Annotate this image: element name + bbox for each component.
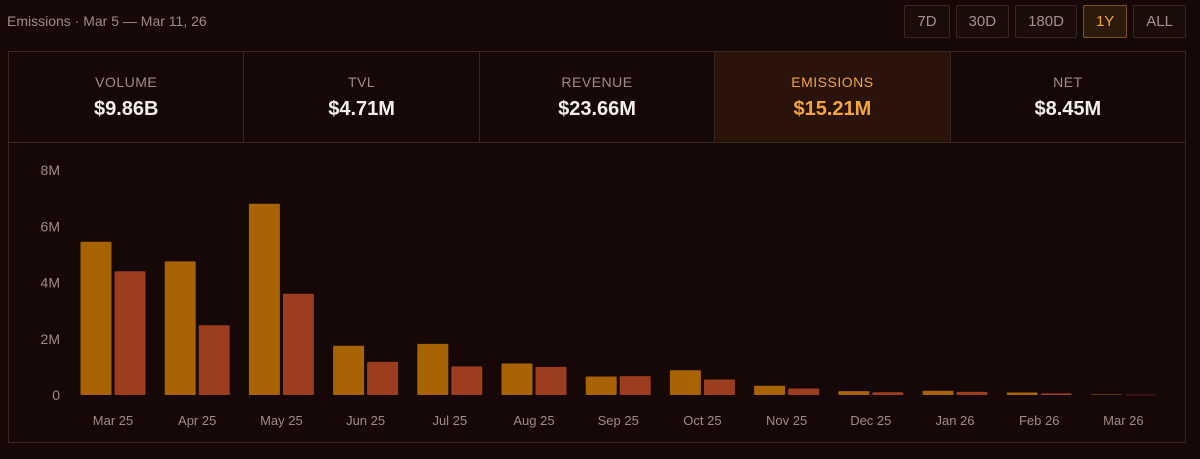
x-tick-label: Feb 26 [1019, 413, 1059, 428]
bar-series-2[interactable] [282, 293, 314, 395]
stat-label: TVL [348, 73, 376, 90]
y-tick-label: 6M [41, 218, 60, 234]
stat-revenue[interactable]: REVENUE $23.66M [480, 52, 716, 142]
stats-row: VOLUME $9.86B TVL $4.71M REVENUE $23.66M… [9, 52, 1185, 143]
bar-series-2[interactable] [451, 366, 483, 395]
stat-value: $9.86B [93, 97, 159, 120]
range-all-button[interactable]: ALL [1133, 5, 1186, 38]
stat-label: REVENUE [561, 73, 633, 90]
bar-series-1[interactable] [838, 391, 870, 395]
x-tick-label: Jun 25 [346, 413, 385, 428]
metrics-panel: VOLUME $9.86B TVL $4.71M REVENUE $23.66M… [8, 51, 1186, 443]
y-tick-label: 8M [41, 162, 60, 178]
y-tick-label: 2M [41, 331, 60, 347]
x-tick-label: Jan 26 [935, 413, 974, 428]
x-tick-label: Mar 25 [93, 413, 133, 428]
bar-series-2[interactable] [1040, 393, 1072, 395]
stat-tvl[interactable]: TVL $4.71M [244, 52, 480, 142]
stat-value: $23.66M [558, 97, 636, 120]
stat-label: VOLUME [95, 73, 158, 90]
bar-series-1[interactable] [501, 363, 533, 396]
stat-value: $8.45M [1034, 97, 1102, 120]
bar-series-1[interactable] [585, 376, 617, 395]
x-tick-label: Aug 25 [513, 413, 554, 428]
bar-series-1[interactable] [248, 203, 280, 395]
bar-series-2[interactable] [788, 388, 820, 395]
range-30d-button[interactable]: 30D [955, 5, 1010, 38]
stat-value: $4.71M [328, 97, 395, 120]
bar-series-2[interactable] [619, 376, 651, 395]
x-tick-label: May 25 [260, 413, 303, 428]
stat-value: $15.21M [793, 97, 872, 120]
bar-series-2[interactable] [198, 325, 230, 395]
x-tick-label: Mar 26 [1103, 413, 1143, 428]
bar-series-2[interactable] [367, 361, 399, 395]
x-tick-label: Apr 25 [178, 413, 216, 428]
x-tick-label: Sep 25 [598, 413, 639, 428]
chart-title: Emissions · Mar 5 — Mar 11, 26 [7, 13, 207, 29]
bar-series-2[interactable] [535, 366, 567, 395]
stat-volume[interactable]: VOLUME $9.86B [9, 52, 245, 142]
bar-series-2[interactable] [872, 392, 904, 395]
range-180d-button[interactable]: 180D [1015, 5, 1077, 38]
x-tick-label: Jul 25 [432, 413, 467, 428]
bar-series-1[interactable] [417, 343, 449, 395]
bar-series-1[interactable] [754, 385, 786, 395]
stat-net[interactable]: NET $8.45M [951, 52, 1185, 142]
bar-series-1[interactable] [1090, 394, 1122, 395]
bar-series-1[interactable] [164, 261, 196, 395]
bar-series-1[interactable] [80, 241, 112, 395]
bar-series-2[interactable] [703, 379, 735, 395]
bar-series-1[interactable] [669, 370, 701, 395]
y-tick-label: 0 [52, 387, 60, 403]
x-tick-label: Nov 25 [766, 413, 807, 428]
x-tick-label: Dec 25 [850, 413, 891, 428]
stat-emissions[interactable]: EMISSIONS $15.21M [715, 52, 951, 142]
bar-series-2[interactable] [956, 391, 988, 395]
bar-series-2[interactable] [114, 271, 146, 395]
range-selector: 7D 30D 180D 1Y ALL [904, 5, 1186, 38]
y-tick-label: 4M [41, 275, 60, 291]
stat-label: NET [1053, 73, 1083, 90]
stat-label: EMISSIONS [791, 73, 874, 90]
bar-series-2[interactable] [1124, 394, 1156, 396]
bar-series-1[interactable] [1006, 392, 1038, 395]
bar-series-1[interactable] [922, 390, 954, 395]
bar-series-1[interactable] [333, 345, 365, 395]
range-7d-button[interactable]: 7D [904, 5, 950, 38]
x-tick-label: Oct 25 [683, 413, 721, 428]
range-1y-button[interactable]: 1Y [1082, 5, 1128, 38]
